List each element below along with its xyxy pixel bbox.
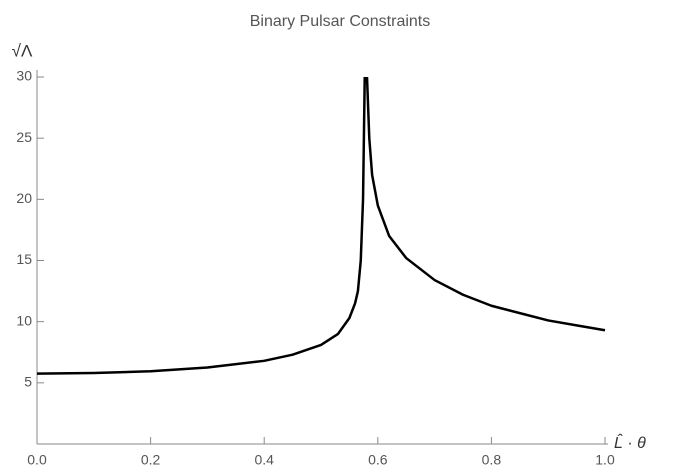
y-tick-label: 30 <box>16 68 32 84</box>
x-tick-label: 0.8 <box>482 452 502 468</box>
y-tick-label: 5 <box>24 374 32 390</box>
line <box>37 77 606 375</box>
x-tick-label: 0.6 <box>368 452 388 468</box>
chart-title: Binary Pulsar Constraints <box>250 13 431 30</box>
y-tick-label: 25 <box>16 129 32 145</box>
x-tick-label: 0.0 <box>27 452 47 468</box>
y-tick-label: 20 <box>16 190 32 206</box>
x-axis-label: L̂ · θ <box>614 433 646 453</box>
x-tick-label: 0.2 <box>141 452 161 468</box>
x-tick-label: 0.4 <box>254 452 274 468</box>
y-tick-label: 10 <box>16 312 32 328</box>
y-axis-label: √Λ <box>12 41 33 60</box>
y-tick-label: 15 <box>16 251 32 267</box>
x-tick-label: 1.0 <box>595 452 615 468</box>
